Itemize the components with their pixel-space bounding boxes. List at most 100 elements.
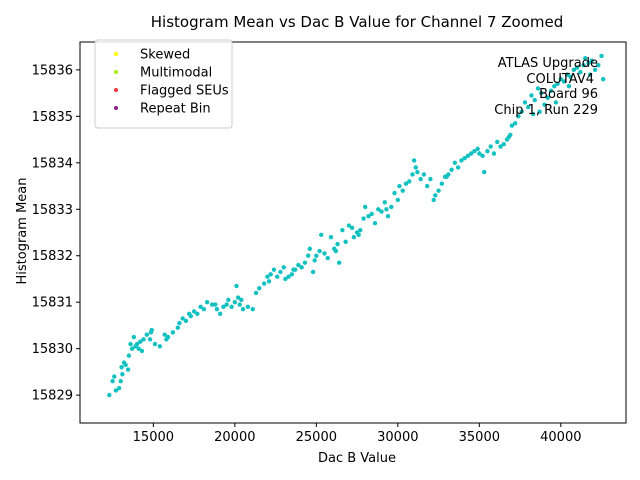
data-point (307, 246, 313, 251)
data-point (485, 148, 490, 154)
data-point (526, 104, 531, 110)
data-point (266, 279, 272, 284)
data-point (118, 378, 123, 384)
data-point (119, 365, 124, 370)
annotation-line-1: ATLAS Upgrade (498, 56, 598, 71)
y-tick-label: 15833 (32, 203, 73, 218)
legend-marker (114, 106, 118, 110)
plot-frame (79, 41, 627, 424)
data-point (421, 172, 427, 177)
chart-title: Histogram Mean vs Dac B Value for Channe… (151, 13, 564, 31)
data-point (566, 83, 572, 89)
data-point (217, 311, 223, 317)
data-point (581, 63, 586, 68)
x-tick-label: 35000 (459, 430, 500, 445)
legend: Skewed Multimodal Flagged SEUs Repeat Bin (94, 39, 233, 129)
annotation-line-4: Chip 1, Run 229 (494, 103, 598, 118)
y-tick-label: 15834 (32, 156, 73, 171)
data-point (283, 276, 288, 282)
data-point (191, 309, 197, 314)
data-point (349, 225, 355, 231)
data-point (351, 234, 357, 240)
data-point (314, 253, 319, 258)
data-point (372, 221, 378, 226)
data-point (400, 188, 405, 193)
data-point (224, 302, 229, 307)
data-point (506, 135, 511, 140)
data-point (141, 337, 146, 342)
data-point (336, 260, 342, 265)
legend-entries: Skewed Multimodal Flagged SEUs Repeat Bin (114, 48, 229, 117)
data-point (384, 207, 389, 212)
data-point (477, 151, 482, 156)
data-point (475, 146, 480, 152)
data-point (221, 304, 226, 310)
data-point (129, 346, 135, 351)
data-point (452, 160, 458, 165)
data-point (322, 251, 327, 256)
data-point (126, 353, 132, 358)
data-point (574, 65, 580, 70)
data-point (157, 344, 163, 349)
data-point (289, 272, 295, 277)
data-point (415, 169, 420, 175)
x-tick-label: 40000 (540, 430, 581, 445)
data-point (245, 304, 251, 310)
data-point (253, 290, 259, 296)
data-point (411, 158, 417, 163)
data-point (596, 63, 601, 68)
data-point (237, 302, 242, 307)
data-point (226, 297, 231, 303)
data-point (433, 193, 438, 198)
data-point (480, 153, 485, 159)
data-point (586, 60, 591, 66)
data-point (498, 144, 503, 149)
data-point (187, 311, 192, 317)
x-axis-ticks: 15000 20000 25000 30000 35000 40000 (133, 423, 581, 445)
data-point (268, 272, 273, 277)
data-point (439, 181, 445, 186)
annotation-line-3: Board 96 (539, 87, 598, 102)
data-point (328, 234, 334, 240)
x-tick-label: 20000 (214, 430, 255, 445)
data-point (418, 176, 423, 182)
legend-marker (114, 52, 118, 56)
data-point (571, 67, 577, 73)
data-point (600, 76, 606, 82)
data-point (488, 144, 493, 149)
data-point (175, 325, 180, 330)
x-axis-label: Dac B Value (318, 451, 396, 466)
y-tick-label: 15830 (32, 342, 73, 357)
data-point (149, 327, 154, 333)
data-point (516, 114, 521, 119)
data-point (144, 332, 150, 337)
data-point (428, 176, 433, 182)
data-point (397, 183, 402, 189)
data-point (333, 248, 339, 254)
data-point (522, 100, 528, 105)
y-tick-label: 15836 (32, 63, 73, 78)
data-point (589, 58, 594, 63)
points-layer (107, 53, 606, 398)
data-point (312, 258, 317, 263)
legend-label: Skewed (140, 48, 190, 63)
data-point (195, 311, 200, 317)
data-point (539, 90, 544, 96)
data-point (239, 297, 244, 303)
data-point (491, 151, 497, 156)
data-point (343, 239, 348, 244)
data-point (180, 316, 185, 321)
legend-label: Multimodal (140, 66, 212, 81)
data-point (424, 183, 430, 189)
data-point (519, 109, 524, 114)
data-point (468, 151, 474, 156)
data-point (201, 306, 207, 312)
data-point (358, 227, 363, 233)
annotation-line-2: COLUTAV4 (526, 72, 594, 87)
data-point (537, 109, 542, 114)
data-point (183, 318, 189, 323)
data-point (472, 148, 477, 154)
data-point (555, 81, 560, 87)
y-axis-ticks: 15829 15830 15831 15832 15833 15834 15835 15836 (32, 63, 80, 404)
data-point (552, 83, 557, 89)
